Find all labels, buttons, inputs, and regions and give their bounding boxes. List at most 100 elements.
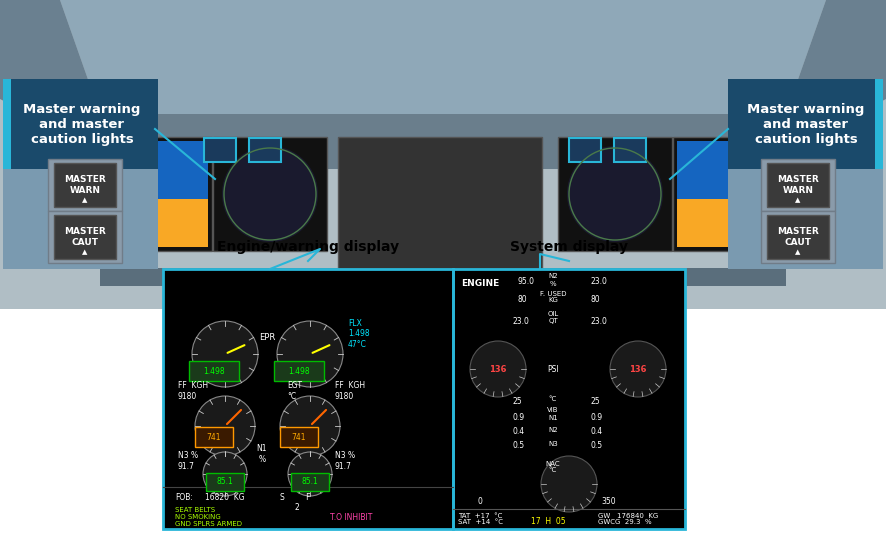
Text: TAT  +17  °C
SAT  +14  °C: TAT +17 °C SAT +14 °C bbox=[458, 513, 503, 526]
FancyBboxPatch shape bbox=[614, 138, 646, 162]
Text: OIL
QT: OIL QT bbox=[548, 310, 559, 323]
Text: 1.498: 1.498 bbox=[203, 367, 225, 376]
FancyBboxPatch shape bbox=[110, 114, 776, 169]
Text: ▲: ▲ bbox=[82, 249, 88, 255]
Text: EPR: EPR bbox=[259, 333, 276, 342]
Text: N3 %
91.7: N3 % 91.7 bbox=[178, 451, 198, 471]
FancyBboxPatch shape bbox=[0, 0, 886, 309]
Text: MASTER
WARN: MASTER WARN bbox=[64, 175, 105, 195]
Text: FOB:: FOB: bbox=[175, 493, 193, 501]
FancyBboxPatch shape bbox=[108, 137, 212, 251]
FancyBboxPatch shape bbox=[3, 79, 158, 169]
Polygon shape bbox=[770, 0, 886, 159]
FancyBboxPatch shape bbox=[163, 269, 453, 529]
Text: 741: 741 bbox=[206, 432, 222, 441]
Circle shape bbox=[203, 452, 247, 496]
FancyBboxPatch shape bbox=[728, 169, 883, 269]
FancyBboxPatch shape bbox=[48, 211, 122, 263]
Text: GW   176840  KG
GWCG  29.3  %: GW 176840 KG GWCG 29.3 % bbox=[598, 513, 658, 526]
FancyBboxPatch shape bbox=[728, 79, 883, 169]
Text: 85.1: 85.1 bbox=[216, 478, 233, 487]
Text: 25: 25 bbox=[591, 397, 601, 405]
Text: ▲: ▲ bbox=[796, 249, 801, 255]
FancyBboxPatch shape bbox=[767, 163, 829, 207]
Text: T.O INHIBIT: T.O INHIBIT bbox=[330, 513, 372, 522]
Text: 16820  KG: 16820 KG bbox=[205, 493, 245, 501]
Circle shape bbox=[195, 396, 255, 456]
Circle shape bbox=[288, 452, 332, 496]
FancyBboxPatch shape bbox=[767, 215, 829, 259]
Text: VIB
N1: VIB N1 bbox=[548, 407, 559, 420]
Text: 85.1: 85.1 bbox=[301, 478, 318, 487]
FancyBboxPatch shape bbox=[206, 473, 244, 491]
Circle shape bbox=[541, 456, 597, 512]
Text: Engine/warning display: Engine/warning display bbox=[217, 240, 399, 254]
Circle shape bbox=[567, 146, 663, 242]
FancyBboxPatch shape bbox=[189, 361, 239, 381]
Text: 25: 25 bbox=[513, 397, 523, 405]
FancyBboxPatch shape bbox=[249, 138, 281, 162]
Polygon shape bbox=[60, 0, 826, 159]
Text: 2: 2 bbox=[295, 502, 299, 512]
Text: N3: N3 bbox=[548, 441, 558, 447]
Text: N2
%: N2 % bbox=[548, 273, 558, 287]
Text: 350: 350 bbox=[601, 496, 616, 506]
Text: ENGINE: ENGINE bbox=[461, 280, 499, 288]
FancyBboxPatch shape bbox=[54, 163, 116, 207]
Circle shape bbox=[222, 146, 318, 242]
Text: FF  KGH
9180: FF KGH 9180 bbox=[335, 381, 365, 400]
FancyBboxPatch shape bbox=[54, 215, 116, 259]
Text: 0: 0 bbox=[478, 496, 483, 506]
Text: PSI: PSI bbox=[548, 364, 559, 374]
FancyBboxPatch shape bbox=[3, 169, 158, 269]
Text: 80: 80 bbox=[518, 294, 528, 303]
FancyBboxPatch shape bbox=[291, 473, 329, 491]
Text: 23.0: 23.0 bbox=[591, 278, 608, 287]
Text: F. USED
KG: F. USED KG bbox=[540, 291, 566, 303]
FancyBboxPatch shape bbox=[274, 361, 324, 381]
Text: 0.4: 0.4 bbox=[513, 427, 525, 437]
Text: NAC
°C: NAC °C bbox=[546, 460, 560, 473]
Circle shape bbox=[280, 396, 340, 456]
Text: 80: 80 bbox=[591, 294, 601, 303]
FancyBboxPatch shape bbox=[48, 159, 122, 211]
Circle shape bbox=[470, 341, 526, 397]
Text: EGT
°C: EGT °C bbox=[287, 381, 302, 400]
Text: 0.5: 0.5 bbox=[513, 441, 525, 451]
Polygon shape bbox=[0, 0, 116, 159]
Text: 136: 136 bbox=[629, 364, 647, 374]
Text: 0.9: 0.9 bbox=[591, 412, 603, 421]
FancyBboxPatch shape bbox=[204, 138, 236, 162]
FancyBboxPatch shape bbox=[338, 137, 542, 271]
Text: 741: 741 bbox=[291, 432, 307, 441]
Text: FF  KGH
9180: FF KGH 9180 bbox=[178, 381, 208, 400]
FancyBboxPatch shape bbox=[453, 269, 685, 529]
Text: ▲: ▲ bbox=[82, 197, 88, 203]
FancyBboxPatch shape bbox=[875, 79, 883, 169]
Text: System display: System display bbox=[510, 240, 628, 254]
Text: 95.0: 95.0 bbox=[518, 278, 535, 287]
FancyBboxPatch shape bbox=[112, 141, 208, 199]
FancyBboxPatch shape bbox=[100, 268, 786, 286]
Text: N3 %
91.7: N3 % 91.7 bbox=[335, 451, 355, 471]
FancyBboxPatch shape bbox=[677, 199, 773, 247]
FancyBboxPatch shape bbox=[195, 427, 233, 447]
Text: N1
%: N1 % bbox=[257, 444, 268, 464]
Text: SEAT BELTS
NO SMOKING
GND SPLRS ARMED: SEAT BELTS NO SMOKING GND SPLRS ARMED bbox=[175, 507, 242, 527]
FancyBboxPatch shape bbox=[280, 427, 318, 447]
Text: Master warning
and master
caution lights: Master warning and master caution lights bbox=[23, 102, 141, 146]
Text: 17  H  05: 17 H 05 bbox=[531, 516, 565, 526]
Circle shape bbox=[610, 341, 666, 397]
Text: MASTER
CAUT: MASTER CAUT bbox=[777, 227, 819, 247]
Text: 0.9: 0.9 bbox=[513, 412, 525, 421]
Text: FLX
1.498
47°C: FLX 1.498 47°C bbox=[348, 319, 369, 349]
FancyBboxPatch shape bbox=[213, 137, 327, 251]
Text: ▲: ▲ bbox=[796, 197, 801, 203]
Text: 0.5: 0.5 bbox=[591, 441, 603, 451]
Text: N2: N2 bbox=[548, 427, 558, 433]
Circle shape bbox=[192, 321, 258, 387]
Text: 136: 136 bbox=[489, 364, 507, 374]
Text: 1.498: 1.498 bbox=[288, 367, 310, 376]
FancyBboxPatch shape bbox=[761, 159, 835, 211]
Text: S         F: S F bbox=[280, 493, 310, 501]
